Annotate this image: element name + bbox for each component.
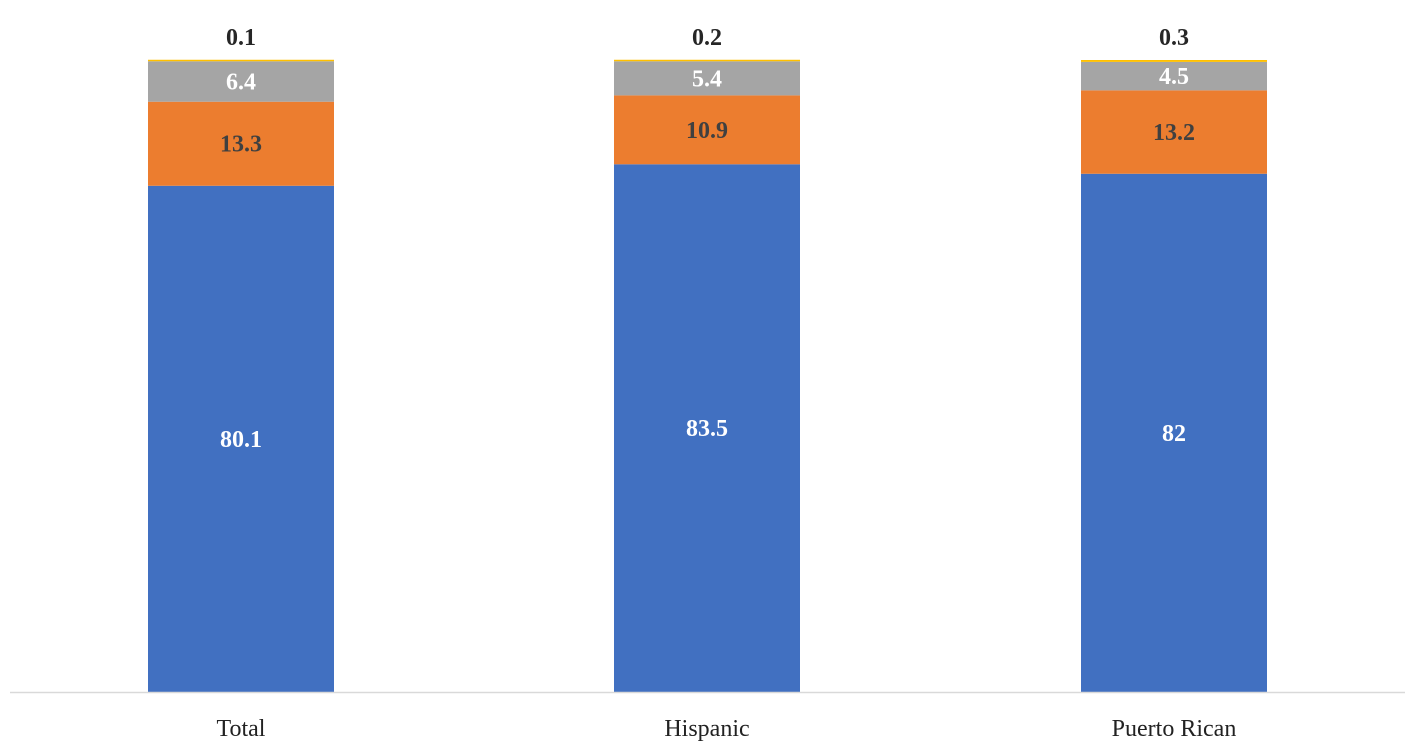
bar-segment — [148, 61, 334, 102]
bar-segment — [148, 185, 334, 692]
data-label: 6.4 — [226, 69, 256, 95]
bar-segment — [614, 59, 800, 62]
data-label: 80.1 — [220, 427, 262, 453]
category-tick-label: Hispanic — [664, 716, 749, 742]
bar-segment — [614, 61, 800, 96]
category-tick-label: Puerto Rican — [1112, 716, 1237, 742]
data-label: 10.9 — [686, 118, 728, 144]
bar-segment — [1081, 173, 1267, 692]
data-label: 4.5 — [1159, 64, 1189, 90]
bar-segment — [614, 164, 800, 692]
data-label: 82 — [1162, 421, 1186, 447]
data-label: 13.3 — [220, 132, 262, 158]
bar-segment — [1081, 61, 1267, 91]
data-label: 0.3 — [1159, 25, 1189, 51]
data-label: 5.4 — [692, 66, 722, 92]
data-label: 0.2 — [692, 25, 722, 51]
category-tick-label: Total — [217, 716, 266, 742]
data-label: 0.1 — [226, 25, 256, 51]
bar-segment — [614, 95, 800, 165]
data-label: 13.2 — [1153, 120, 1195, 146]
bar-segment — [1081, 60, 1267, 62]
bar-segment — [1081, 90, 1267, 174]
bar-segment — [148, 59, 334, 62]
data-label: 83.5 — [686, 416, 728, 442]
bar-segment — [148, 101, 334, 186]
